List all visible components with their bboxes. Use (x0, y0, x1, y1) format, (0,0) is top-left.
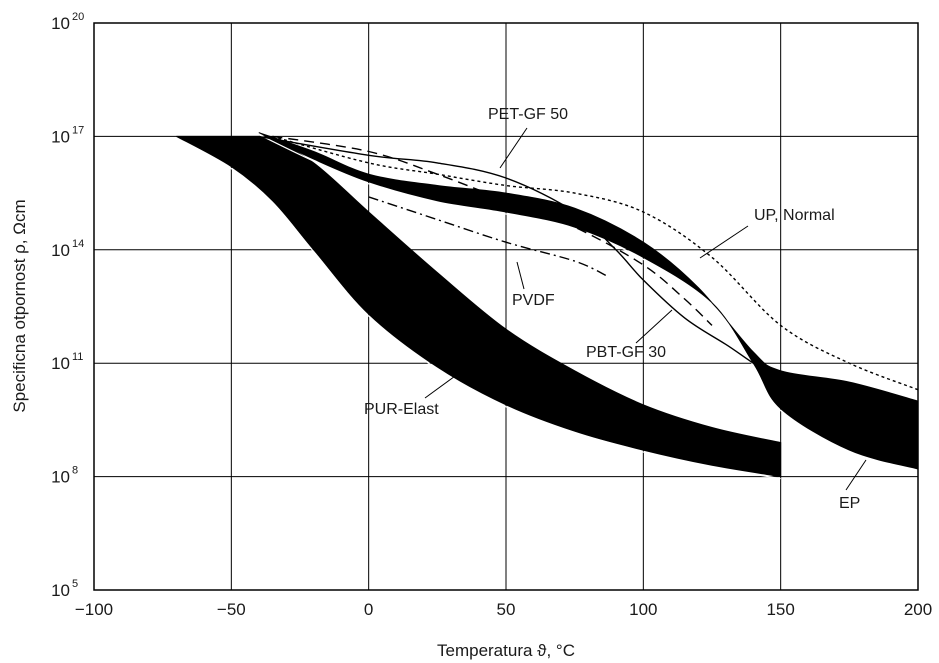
x-axis-title: Temperatura ϑ, °C (437, 641, 575, 660)
series-pet-gf-50 (272, 135, 713, 326)
annotation-pur-elast: PUR-Elast (364, 370, 463, 418)
y-tick-exponent: 8 (72, 465, 78, 477)
x-tick-label: −100 (75, 600, 113, 619)
svg-text:UP, Normal: UP, Normal (754, 207, 835, 224)
x-tick-label: 150 (766, 600, 794, 619)
svg-text:PBT-GF 30: PBT-GF 30 (586, 344, 666, 361)
y-tick-exponent: 11 (72, 351, 83, 363)
svg-text:PUR-Elast: PUR-Elast (364, 401, 439, 418)
annotation-ep: EP (839, 459, 867, 512)
y-tick-label: 10 (51, 468, 70, 487)
x-tick-label: 50 (497, 600, 516, 619)
x-tick-label: −50 (217, 600, 246, 619)
plot-frame (93, 22, 919, 591)
svg-text:PVDF: PVDF (512, 292, 555, 309)
x-tick-label: 200 (904, 600, 932, 619)
y-tick-label: 10 (51, 14, 70, 33)
band-edge-ep (258, 134, 919, 472)
x-tick-label: 100 (629, 600, 657, 619)
y-tick-exponent: 14 (72, 238, 84, 250)
y-tick-label: 10 (51, 127, 70, 146)
x-tick-labels: −100 −50 0 50 100 150 200 (75, 600, 932, 619)
y-tick-exponent: 17 (72, 124, 84, 136)
band-edge-pur-elast (176, 137, 781, 480)
y-tick-exponent: 5 (72, 578, 78, 590)
y-tick-label: 10 (51, 241, 70, 260)
bands (176, 132, 919, 480)
series-lines (258, 135, 919, 395)
y-tick-label: 10 (51, 354, 70, 373)
y-tick-label: 10 (51, 581, 70, 600)
y-axis-title: Specificna otpornost ρ, Ωcm (10, 199, 29, 412)
y-tick-exponent: 20 (72, 11, 84, 23)
annotation-pbt-gf-30: PBT-GF 30 (586, 309, 673, 361)
band-pur-elast (176, 135, 782, 478)
series-pvdf (368, 196, 608, 277)
svg-text:PET-GF 50: PET-GF 50 (488, 106, 568, 123)
series-pbt-gf-30 (258, 135, 850, 395)
x-tick-label: 0 (364, 600, 373, 619)
annotation-up-normal: UP, Normal (699, 207, 835, 259)
annotation-pet-gf-50: PET-GF 50 (488, 106, 568, 169)
series-up-normal (272, 135, 919, 391)
annotation-pvdf: PVDF (512, 261, 555, 309)
svg-text:EP: EP (839, 495, 860, 512)
